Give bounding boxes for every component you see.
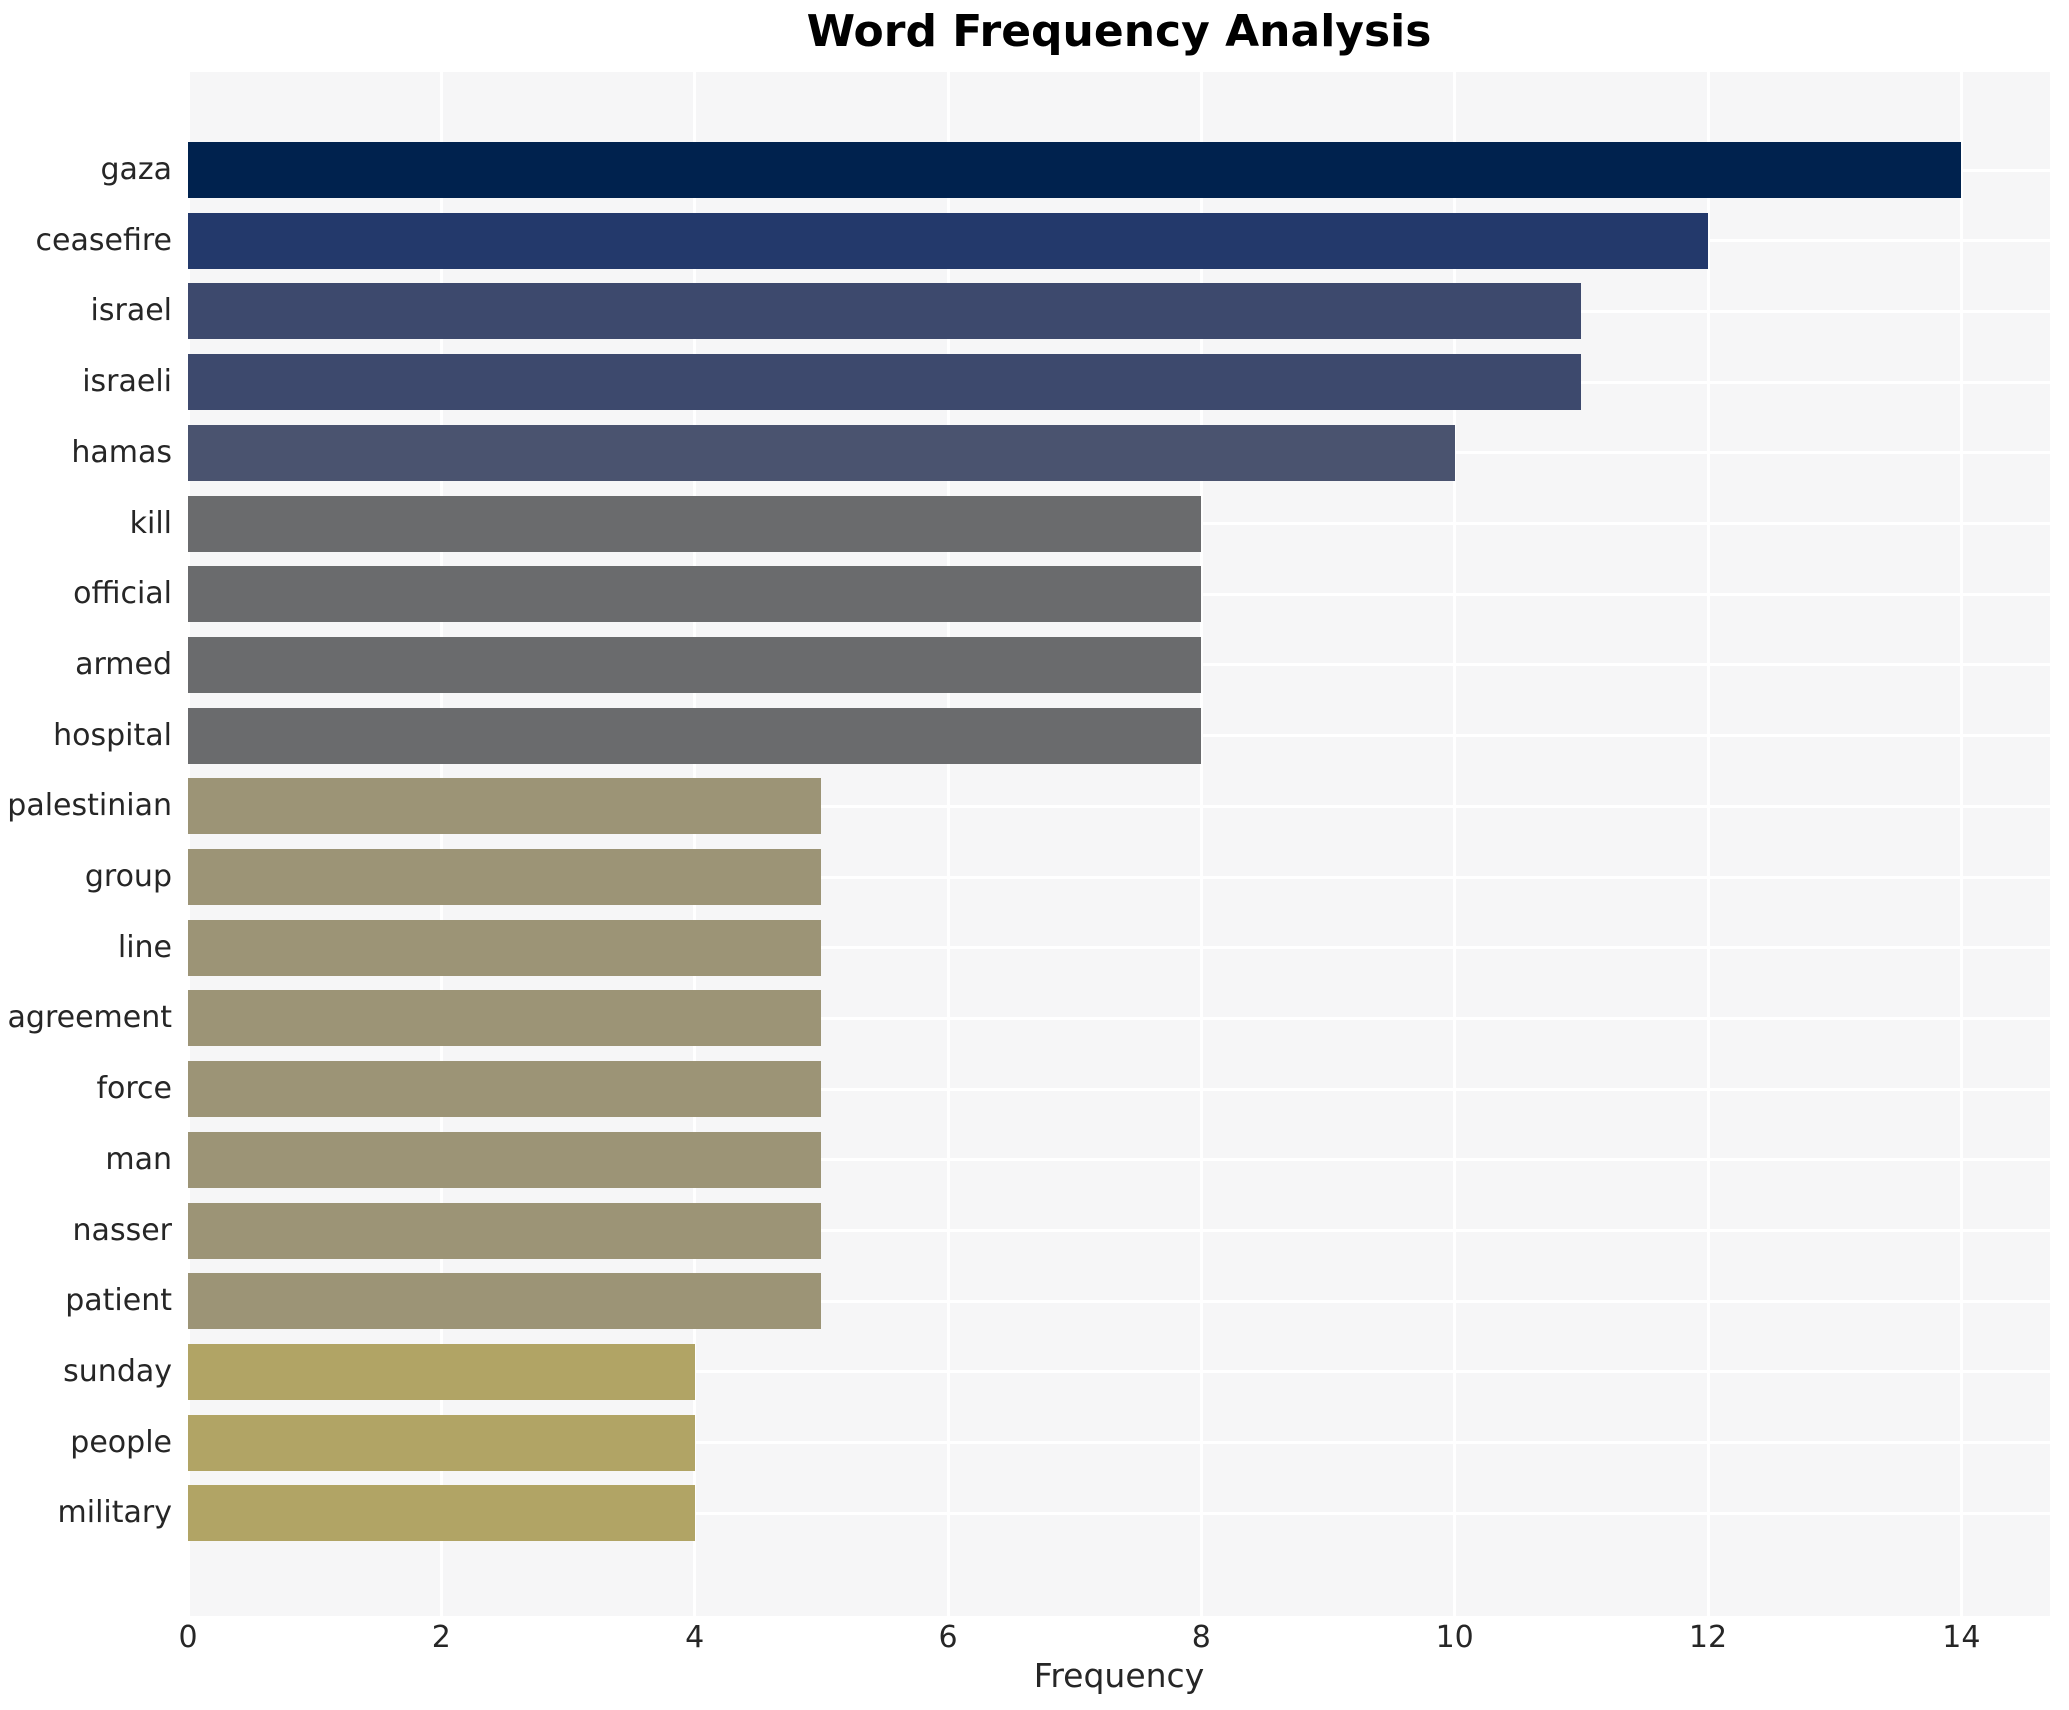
bar-force [188, 1061, 822, 1118]
y-gridline [188, 1370, 2050, 1374]
x-tick-label: 4 [685, 1620, 705, 1655]
y-tick-label: hospital [53, 717, 172, 753]
x-gridline [1959, 72, 1963, 1616]
y-tick-label: gaza [100, 152, 172, 187]
bar-group [188, 849, 822, 905]
bar-gaza [188, 142, 1962, 198]
x-axis-title: Frequency [1033, 1656, 1205, 1695]
x-gridline [1706, 72, 1710, 1616]
y-gridline [188, 1158, 2050, 1162]
y-tick-label: armed [75, 646, 172, 682]
bar-patient [188, 1273, 822, 1330]
y-gridline [188, 1016, 2050, 1020]
x-tick-label: 12 [1688, 1620, 1728, 1655]
bar-line [188, 919, 822, 976]
y-tick-label: military [57, 1495, 172, 1531]
chart-title: Word Frequency Analysis [806, 6, 1432, 57]
x-tick-label: 10 [1435, 1620, 1474, 1655]
y-gridline [188, 804, 2050, 808]
x-gridline [439, 72, 443, 1616]
bar-israeli [188, 354, 1582, 411]
plot-area [186, 72, 2050, 1616]
y-tick-label: ceasefire [35, 222, 172, 258]
x-gridline [1199, 72, 1203, 1616]
bar-agreement [188, 990, 822, 1047]
x-axis-ticks: 0 2 4 6 8 10 12 14 [0, 1620, 2069, 1656]
y-tick-label: man [105, 1141, 172, 1177]
bar-hospital [188, 707, 1202, 764]
y-gridline [188, 1299, 2050, 1303]
y-tick-label: sunday [63, 1353, 172, 1389]
bar-military [188, 1485, 695, 1542]
x-tick-label: 0 [178, 1620, 198, 1655]
x-gridline [946, 72, 950, 1616]
bar-official [188, 566, 1202, 623]
bar-ceasefire [188, 212, 1708, 269]
y-tick-label: people [70, 1424, 172, 1460]
y-tick-label: israel [90, 293, 172, 329]
y-tick-label: nasser [72, 1212, 172, 1248]
y-gridline [188, 1511, 2050, 1515]
x-tick-label: 8 [1191, 1620, 1211, 1655]
y-gridline [188, 1229, 2050, 1232]
y-axis-labels: gaza ceasefire israel israeli hamas kill offic… [0, 72, 172, 1616]
y-tick-label: group [84, 859, 172, 894]
bar-sunday [188, 1343, 695, 1400]
bar-hamas [188, 424, 1455, 481]
bar-kill [188, 495, 1202, 552]
y-gridline [188, 1441, 2050, 1445]
y-tick-label: official [73, 576, 172, 612]
x-tick-label: 14 [1942, 1620, 1981, 1655]
x-tick-label: 6 [938, 1620, 958, 1655]
y-tick-label: agreement [7, 1000, 172, 1036]
y-gridline [188, 1087, 2050, 1091]
bar-palestinian [188, 778, 822, 835]
y-tick-label: palestinian [7, 788, 172, 824]
bar-armed [188, 636, 1202, 693]
y-tick-label: line [117, 929, 172, 965]
y-tick-label: israeli [82, 364, 172, 400]
bar-man [188, 1131, 822, 1188]
y-tick-label: hamas [71, 434, 172, 470]
x-gridline [693, 72, 697, 1616]
x-gridline [1453, 72, 1457, 1616]
x-gridline [186, 72, 190, 1616]
bar-people [188, 1414, 695, 1471]
y-gridline [188, 946, 2050, 950]
y-tick-label: kill [129, 505, 172, 541]
y-tick-label: patient [65, 1283, 172, 1319]
x-tick-label: 2 [431, 1620, 451, 1655]
bar-nasser [188, 1202, 822, 1259]
y-gridline [188, 875, 2050, 879]
y-tick-label: force [96, 1071, 172, 1107]
bar-israel [188, 283, 1582, 340]
